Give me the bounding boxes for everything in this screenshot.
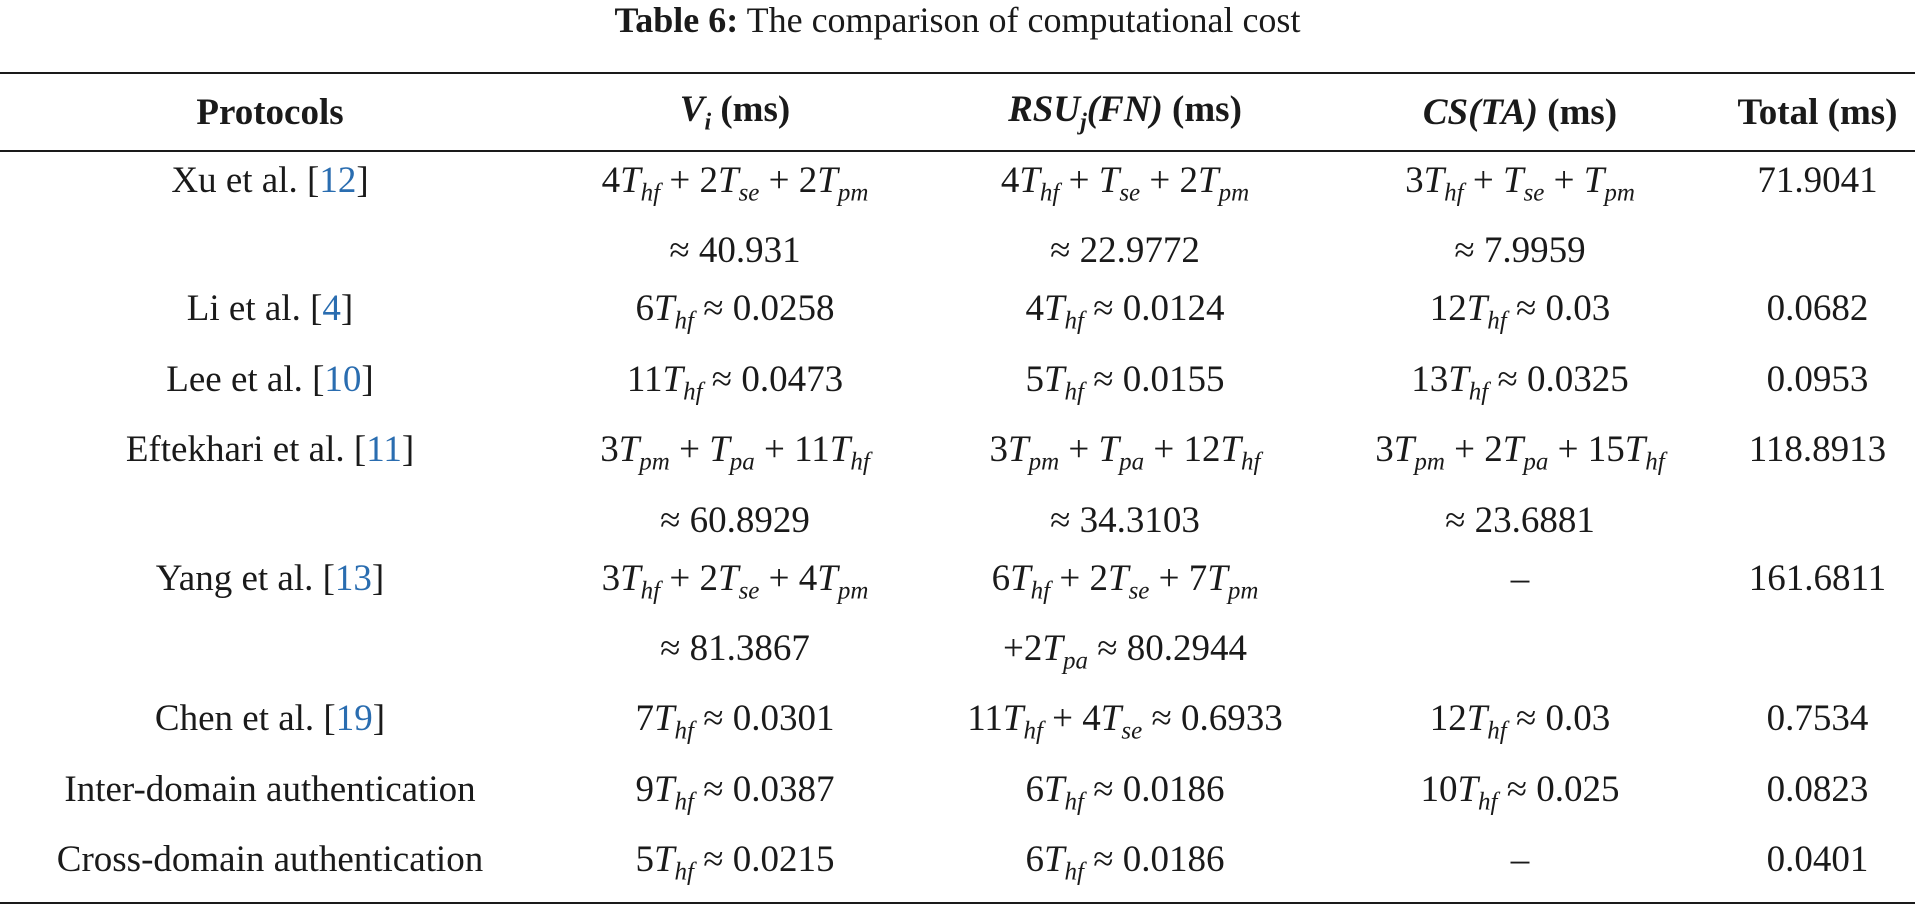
cost-expression: 6Thf ≈ 0.0258 <box>635 288 835 335</box>
cost-expression: ≈ 7.9959 <box>1454 230 1586 272</box>
cost-expression: 10Thf ≈ 0.025 <box>1420 768 1620 816</box>
cost-expression: – <box>1510 557 1530 599</box>
cell-cs: 13Thf ≈ 0.0325 <box>1320 351 1720 421</box>
header-rsu: RSUj(FN) (ms) <box>1008 88 1242 136</box>
table-row: Chen et al. [19] 7Thf ≈ 0.0301 11Thf + 4Ts… <box>0 690 1915 760</box>
citation-link[interactable]: 19 <box>335 698 373 740</box>
cell-protocol: Li et al. [4] <box>186 288 354 330</box>
cell-protocol: Eftekhari et al. [11] <box>125 429 415 471</box>
cost-expression: – <box>1510 839 1530 881</box>
cell-protocol: Inter-domain authentication <box>64 768 476 810</box>
cell-vi: 11Thf ≈ 0.0473 <box>540 351 930 421</box>
cost-expression: 13Thf ≈ 0.0325 <box>1411 358 1629 406</box>
cost-expression: ≈ 34.3103 <box>1050 499 1200 541</box>
cell-vi: 7Thf ≈ 0.0301 <box>540 690 930 760</box>
cost-expression: 12Thf ≈ 0.03 <box>1429 288 1611 335</box>
cell-protocol: Cross-domain authentication <box>56 839 484 881</box>
caption-label: Table 6: <box>614 0 739 40</box>
table-row: Eftekhari et al. [11] 3Tpm + Tpa + 11Thf ≈… <box>0 421 1915 549</box>
cost-expression: 12Thf ≈ 0.03 <box>1429 698 1611 745</box>
table-row: Inter-domain authentication 9Thf ≈ 0.0387… <box>0 761 1915 831</box>
cell-rsu: 3Tpm + Tpa + 12Thf ≈ 34.3103 <box>930 421 1320 549</box>
header-vi: Vi (ms) <box>679 88 791 136</box>
cell-rsu: 5Thf ≈ 0.0155 <box>930 351 1320 421</box>
cell-cs: 10Thf ≈ 0.025 <box>1320 761 1720 831</box>
table-caption: Table 6: The comparison of computational… <box>0 0 1915 40</box>
cost-expression: ≈ 81.3867 <box>660 627 810 669</box>
table-row: Li et al. [4] 6Thf ≈ 0.0258 4Thf ≈ 0.0124 1… <box>0 280 1915 350</box>
cost-expression: 5Thf ≈ 0.0155 <box>1025 358 1225 406</box>
cost-expression: 4Thf + Tse + 2Tpm <box>1000 160 1250 207</box>
cell-cs: 12Thf ≈ 0.03 <box>1320 690 1720 760</box>
cost-expression: ≈ 40.931 <box>669 230 801 272</box>
cost-expression: 7Thf ≈ 0.0301 <box>635 698 835 745</box>
cell-vi: 5Thf ≈ 0.0215 <box>540 831 930 902</box>
computational-cost-table: Protocols Vi (ms) RSUj(FN) (ms) CS(TA) (… <box>0 72 1915 904</box>
cell-vi: 9Thf ≈ 0.0387 <box>540 761 930 831</box>
cell-protocol: Xu et al. [12] <box>171 160 369 201</box>
table-row: Xu et al. [12] 4Thf + 2Tse + 2Tpm ≈ 40.931… <box>0 151 1915 280</box>
cell-vi: 4Thf + 2Tse + 2Tpm ≈ 40.931 <box>540 151 930 280</box>
cost-expression: ≈ 22.9772 <box>1050 230 1200 272</box>
cell-rsu: 4Thf + Tse + 2Tpm ≈ 22.9772 <box>930 151 1320 280</box>
citation-link[interactable]: 4 <box>322 288 341 330</box>
cell-cs: 3Tpm + 2Tpa + 15Thf ≈ 23.6881 <box>1320 421 1720 549</box>
cell-total: 0.0682 <box>1766 288 1869 330</box>
header-cs: CS(TA) (ms) <box>1422 91 1618 133</box>
header-row: Protocols Vi (ms) RSUj(FN) (ms) CS(TA) (… <box>0 73 1915 151</box>
caption-text: The comparison of computational cost <box>746 0 1301 40</box>
cost-expression: ≈ 60.8929 <box>660 499 810 541</box>
cost-expression: 3Thf + Tse + Tpm <box>1405 160 1635 207</box>
cell-rsu: 4Thf ≈ 0.0124 <box>930 280 1320 350</box>
cell-vi: 3Thf + 2Tse + 4Tpm ≈ 81.3867 <box>540 550 930 691</box>
cost-expression: 6Thf + 2Tse + 7Tpm <box>991 557 1259 604</box>
table-row: Yang et al. [13] 3Thf + 2Tse + 4Tpm ≈ 81.3… <box>0 550 1915 691</box>
cell-rsu: 6Thf ≈ 0.0186 <box>930 761 1320 831</box>
cell-cs: – <box>1320 550 1720 691</box>
cost-expression: 6Thf ≈ 0.0186 <box>1025 839 1225 886</box>
cell-total: 0.0953 <box>1766 358 1869 400</box>
cell-rsu: 6Thf + 2Tse + 7Tpm +2Tpa ≈ 80.2944 <box>930 550 1320 691</box>
cell-vi: 3Tpm + Tpa + 11Thf ≈ 60.8929 <box>540 421 930 549</box>
cell-total: 0.7534 <box>1766 698 1869 740</box>
cell-protocol: Lee et al. [10] <box>166 358 374 400</box>
cell-total: 0.0401 <box>1766 839 1869 881</box>
cell-rsu: 11Thf + 4Tse ≈ 0.6933 <box>930 690 1320 760</box>
cost-expression: 11Thf ≈ 0.0473 <box>626 358 844 406</box>
header-total: Total (ms) <box>1737 91 1898 133</box>
cell-rsu: 6Thf ≈ 0.0186 <box>930 831 1320 902</box>
table-row: Lee et al. [10] 11Thf ≈ 0.0473 5Thf ≈ 0.01… <box>0 351 1915 421</box>
cost-expression: 11Thf + 4Tse ≈ 0.6933 <box>967 698 1283 745</box>
cost-expression: 4Thf + 2Tse + 2Tpm <box>601 160 869 207</box>
cost-expression: 9Thf ≈ 0.0387 <box>635 768 835 816</box>
citation-link[interactable]: 12 <box>319 160 357 201</box>
cost-expression: +2Tpa ≈ 80.2944 <box>1002 627 1247 675</box>
citation-link[interactable]: 10 <box>324 358 362 400</box>
cost-expression: 6Thf ≈ 0.0186 <box>1025 768 1225 816</box>
cell-cs: 12Thf ≈ 0.03 <box>1320 280 1720 350</box>
cost-expression: 3Tpm + Tpa + 11Thf <box>600 429 870 476</box>
table-body: Xu et al. [12] 4Thf + 2Tse + 2Tpm ≈ 40.931… <box>0 151 1915 903</box>
citation-link[interactable]: 11 <box>366 429 402 471</box>
cost-expression: 5Thf ≈ 0.0215 <box>635 839 835 886</box>
citation-link[interactable]: 13 <box>334 557 372 599</box>
cell-cs: – <box>1320 831 1720 902</box>
cell-total: 161.6811 <box>1748 557 1887 599</box>
cell-cs: 3Thf + Tse + Tpm ≈ 7.9959 <box>1320 151 1720 280</box>
table-row: Cross-domain authentication 5Thf ≈ 0.0215… <box>0 831 1915 903</box>
cost-expression: 3Tpm + 2Tpa + 15Thf <box>1375 429 1665 476</box>
cost-expression: 3Thf + 2Tse + 4Tpm <box>601 557 869 604</box>
cell-protocol: Yang et al. [13] <box>155 557 385 599</box>
cell-vi: 6Thf ≈ 0.0258 <box>540 280 930 350</box>
cost-expression: 3Tpm + Tpa + 12Thf <box>989 429 1261 476</box>
cell-protocol: Chen et al. [19] <box>154 698 386 740</box>
cell-total: 71.9041 <box>1757 160 1878 201</box>
cell-total: 118.8913 <box>1748 429 1887 471</box>
cell-total: 0.0823 <box>1766 768 1869 810</box>
header-protocols: Protocols <box>196 91 344 133</box>
cost-expression: 4Thf ≈ 0.0124 <box>1025 288 1225 335</box>
cost-expression: ≈ 23.6881 <box>1445 499 1595 541</box>
